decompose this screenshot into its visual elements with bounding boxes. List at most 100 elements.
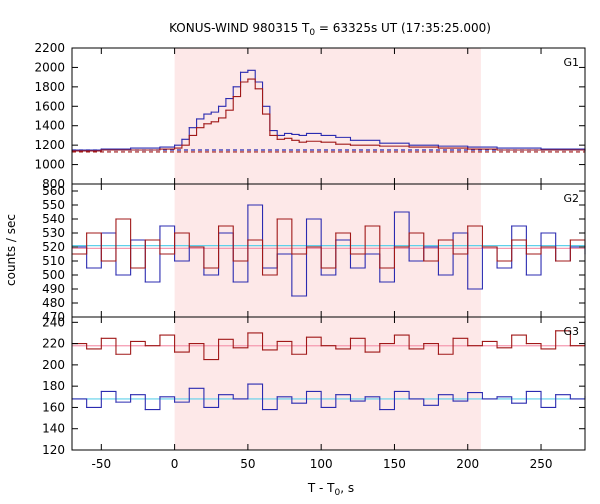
- data-point: [100, 337, 102, 339]
- data-point: [525, 343, 527, 345]
- x-tick-label: 250: [530, 457, 553, 471]
- series-line-blue: [72, 383, 586, 411]
- data-point: [467, 146, 469, 148]
- data-point: [496, 396, 498, 398]
- data-point: [320, 134, 322, 137]
- data-point: [254, 88, 256, 90]
- data-point: [181, 138, 183, 140]
- y-tick-label: 560: [42, 184, 65, 198]
- data-point: [408, 144, 410, 146]
- data-point: [467, 288, 469, 290]
- data-point: [437, 145, 440, 147]
- data-point: [174, 260, 176, 262]
- chart-title: KONUS-WIND 980315 T0 = 63325s UT (17:35:…: [169, 21, 491, 38]
- series-line-red: [72, 330, 586, 361]
- data-point: [100, 390, 102, 393]
- data-point: [100, 148, 102, 150]
- data-point: [159, 253, 161, 255]
- data-point: [511, 239, 513, 241]
- data-point: [349, 144, 352, 146]
- data-point: [335, 348, 337, 350]
- data-point: [349, 253, 352, 255]
- data-point: [437, 239, 440, 241]
- data-point: [291, 253, 293, 255]
- y-tick-label: 540: [42, 212, 65, 226]
- data-point: [540, 148, 542, 150]
- data-point: [335, 136, 337, 138]
- panel-label: G2: [563, 192, 579, 205]
- data-point: [467, 345, 469, 347]
- data-point: [305, 218, 308, 220]
- data-point: [349, 337, 352, 339]
- data-point: [437, 147, 440, 149]
- data-point: [86, 348, 88, 350]
- y-tick-label: 1200: [34, 138, 65, 152]
- data-point: [291, 139, 293, 141]
- data-point: [408, 348, 410, 350]
- data-point: [496, 149, 498, 151]
- x-tick-label: 100: [310, 457, 333, 471]
- data-point: [511, 225, 513, 227]
- data-point: [217, 338, 220, 340]
- data-point: [174, 401, 176, 403]
- panel-frame: [71, 316, 586, 451]
- data-point: [276, 218, 278, 220]
- data-point: [203, 267, 205, 269]
- data-point: [298, 141, 300, 143]
- data-point: [159, 396, 161, 398]
- data-point: [261, 408, 264, 411]
- data-point: [100, 260, 102, 262]
- data-point: [496, 260, 498, 262]
- data-point: [217, 117, 220, 119]
- data-point: [364, 225, 366, 227]
- data-point: [291, 353, 293, 355]
- data-point: [239, 81, 242, 83]
- data-point: [437, 274, 440, 276]
- data-point: [393, 211, 396, 213]
- data-point: [283, 132, 286, 135]
- data-point: [174, 144, 176, 146]
- data-point: [144, 408, 146, 411]
- data-point: [86, 267, 88, 269]
- data-point: [408, 232, 410, 234]
- y-tick-label: 1400: [34, 119, 65, 133]
- x-tick-label: -50: [92, 457, 112, 471]
- data-point: [159, 146, 161, 148]
- data-point: [217, 394, 220, 396]
- data-point: [335, 232, 337, 234]
- shaded-interval: [174, 184, 481, 317]
- data-point: [130, 267, 132, 269]
- data-point: [159, 334, 161, 336]
- data-point: [203, 406, 205, 409]
- data-point: [320, 406, 322, 409]
- data-point: [525, 253, 527, 255]
- y-tick-label: 200: [42, 358, 65, 372]
- data-point: [203, 358, 205, 361]
- y-tick-label: 530: [42, 226, 65, 240]
- data-point: [496, 267, 498, 269]
- data-point: [423, 260, 425, 262]
- data-point: [217, 225, 220, 227]
- data-point: [540, 232, 542, 234]
- data-point: [86, 406, 88, 409]
- data-point: [320, 345, 322, 347]
- y-tick-label: 2200: [34, 41, 65, 55]
- data-point: [320, 267, 322, 269]
- data-point: [452, 400, 454, 402]
- data-point: [210, 121, 212, 123]
- y-tick-label: 510: [42, 254, 65, 268]
- data-point: [555, 330, 557, 332]
- data-point: [379, 142, 381, 144]
- data-point: [349, 400, 352, 402]
- data-point: [408, 146, 410, 148]
- data-point: [247, 204, 249, 206]
- x-tick-label: 50: [240, 457, 255, 471]
- y-tick-label: 490: [42, 282, 65, 296]
- y-tick-label: 1600: [34, 99, 65, 113]
- data-point: [364, 351, 366, 353]
- data-point: [467, 225, 469, 227]
- data-point: [130, 394, 132, 396]
- data-point: [423, 404, 425, 406]
- data-point: [188, 246, 190, 248]
